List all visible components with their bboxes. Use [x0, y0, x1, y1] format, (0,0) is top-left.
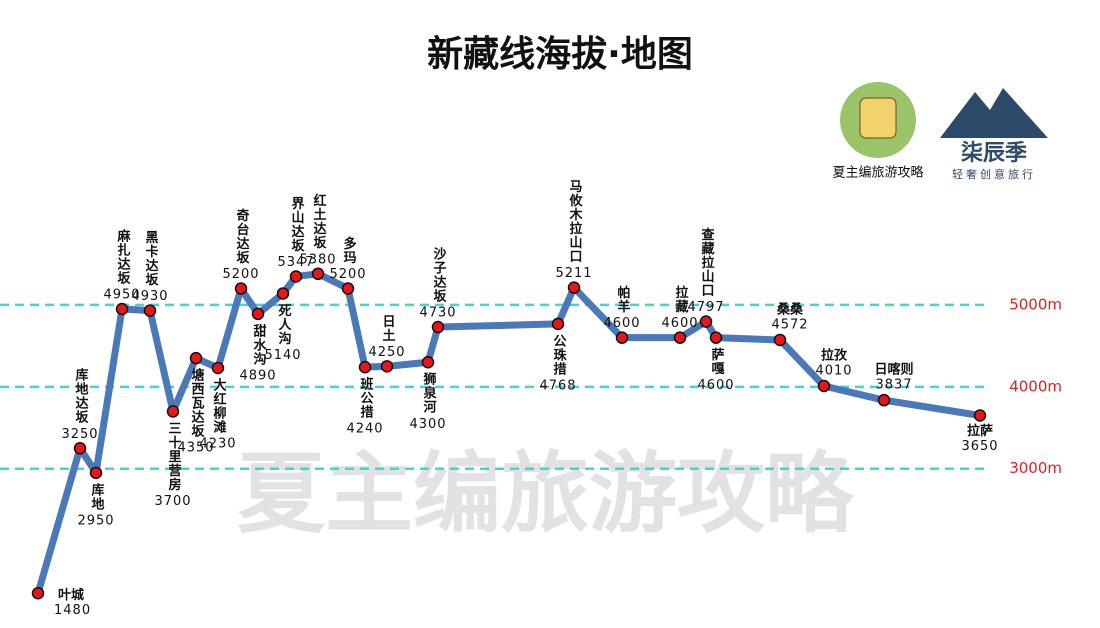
point — [115, 302, 129, 316]
point-name: 库地达坂 — [73, 368, 89, 425]
point-value: 4930 — [131, 289, 168, 304]
point-name: 麻扎达坂 — [115, 228, 132, 285]
logo-right-text: 柒辰季 — [961, 141, 1027, 166]
point-value: 4600 — [603, 316, 640, 331]
point — [311, 267, 325, 281]
chart-title: 新藏线海拔·地图 — [427, 34, 693, 75]
point-value: 4240 — [346, 422, 383, 437]
point — [699, 315, 713, 328]
point — [289, 270, 303, 283]
point-value: 5347 — [277, 255, 314, 270]
point-value: 2950 — [77, 513, 114, 528]
point-name: 帕羊 — [615, 285, 631, 314]
point-name: 多玛 — [341, 236, 357, 265]
point-name: 狮泉河 — [421, 372, 438, 415]
point-value: 4010 — [815, 364, 852, 379]
y-tick-label: 3000m — [1009, 459, 1062, 477]
point-name: 萨嘎 — [709, 347, 725, 376]
point-name: 黑卡达坂 — [143, 231, 159, 287]
point-name: 塘西瓦达坂 — [189, 368, 205, 439]
point — [973, 409, 987, 422]
logo-left-face — [859, 97, 897, 139]
point — [673, 331, 687, 344]
y-tick-label: 5000m — [1009, 295, 1062, 313]
point-name: 叶城 — [58, 587, 84, 603]
logo-left-text: 夏主编旅游攻略 — [832, 165, 923, 181]
point-value: 4600 — [661, 316, 698, 331]
watermark: 夏主编旅游攻略 — [237, 442, 855, 545]
point-value: 4250 — [368, 345, 405, 360]
point — [166, 405, 180, 418]
point-name: 公珠措 — [551, 334, 567, 376]
point-value: 4600 — [697, 378, 734, 393]
point — [358, 360, 372, 374]
point-value: 4730 — [419, 306, 456, 321]
point-value: 4350 — [177, 441, 214, 456]
point-value: 4890 — [239, 368, 276, 383]
point-value: 3650 — [961, 439, 998, 454]
point — [421, 356, 435, 369]
point-value: 5380 — [299, 252, 336, 267]
point-name: 拉孜 — [821, 348, 848, 364]
point-value: 5200 — [222, 267, 259, 282]
point — [143, 304, 157, 317]
point-value: 3700 — [154, 494, 191, 509]
point-name: 界山达坂 — [289, 196, 305, 253]
point-name: 拉藏 — [673, 285, 689, 314]
point-value: 5211 — [555, 266, 592, 281]
point-value: 3837 — [875, 378, 912, 393]
point-name: 死人沟 — [276, 303, 292, 345]
point-name: 日喀则 — [874, 362, 913, 378]
point-name: 日土 — [380, 314, 396, 342]
point-name: 查藏拉山口 — [699, 227, 716, 298]
point-name: 三十里营房 — [166, 421, 182, 491]
elevation-line — [34, 270, 981, 595]
point — [615, 331, 629, 344]
point-value: 4572 — [771, 317, 808, 332]
point — [73, 442, 87, 455]
point — [234, 282, 248, 295]
point-value: 4300 — [409, 417, 446, 432]
point-value: 4230 — [199, 436, 236, 451]
point-value: 4797 — [687, 300, 724, 315]
point-value: 1480 — [54, 603, 91, 618]
point — [551, 317, 565, 331]
point — [773, 333, 787, 347]
point-value: 4768 — [539, 378, 576, 393]
point — [341, 282, 355, 295]
point — [276, 287, 290, 300]
point-name: 红土达坂 — [311, 193, 327, 250]
point — [89, 466, 103, 480]
point — [31, 587, 45, 600]
point — [251, 307, 265, 321]
logo-right-sub: 轻奢创意旅行 — [952, 167, 1036, 181]
point — [709, 331, 723, 344]
point-value: 4950 — [103, 288, 140, 303]
point-value: 5200 — [329, 267, 366, 282]
point-name: 马攸木拉山口 — [567, 180, 584, 264]
point-name: 库地 — [89, 482, 105, 511]
point-name: 桑桑 — [776, 301, 804, 317]
point — [567, 281, 581, 294]
point-name: 大红柳滩 — [211, 377, 227, 434]
point-name: 奇台达坂 — [234, 208, 250, 265]
point-value: 3250 — [61, 427, 98, 442]
point-name: 拉萨 — [967, 423, 993, 439]
logo-right-mountain — [940, 88, 1048, 138]
point — [431, 320, 445, 334]
point — [817, 379, 831, 393]
point-name: 沙子达坂 — [431, 247, 447, 303]
y-tick-label: 4000m — [1009, 377, 1062, 395]
point — [877, 393, 891, 407]
point — [380, 360, 394, 373]
point — [189, 351, 203, 365]
point — [211, 361, 225, 375]
point-value: 5140 — [264, 348, 301, 363]
point-name: 班公措 — [358, 377, 374, 420]
point-name: 甜水沟 — [251, 323, 267, 366]
